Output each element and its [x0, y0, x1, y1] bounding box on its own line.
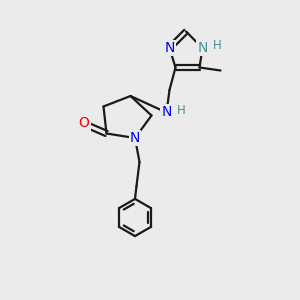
Text: N: N [130, 131, 140, 145]
Text: O: O [79, 116, 89, 130]
Text: H: H [213, 39, 222, 52]
Text: H: H [177, 104, 186, 118]
Text: N: N [164, 41, 175, 55]
Text: N: N [197, 41, 208, 55]
Text: N: N [161, 106, 172, 119]
